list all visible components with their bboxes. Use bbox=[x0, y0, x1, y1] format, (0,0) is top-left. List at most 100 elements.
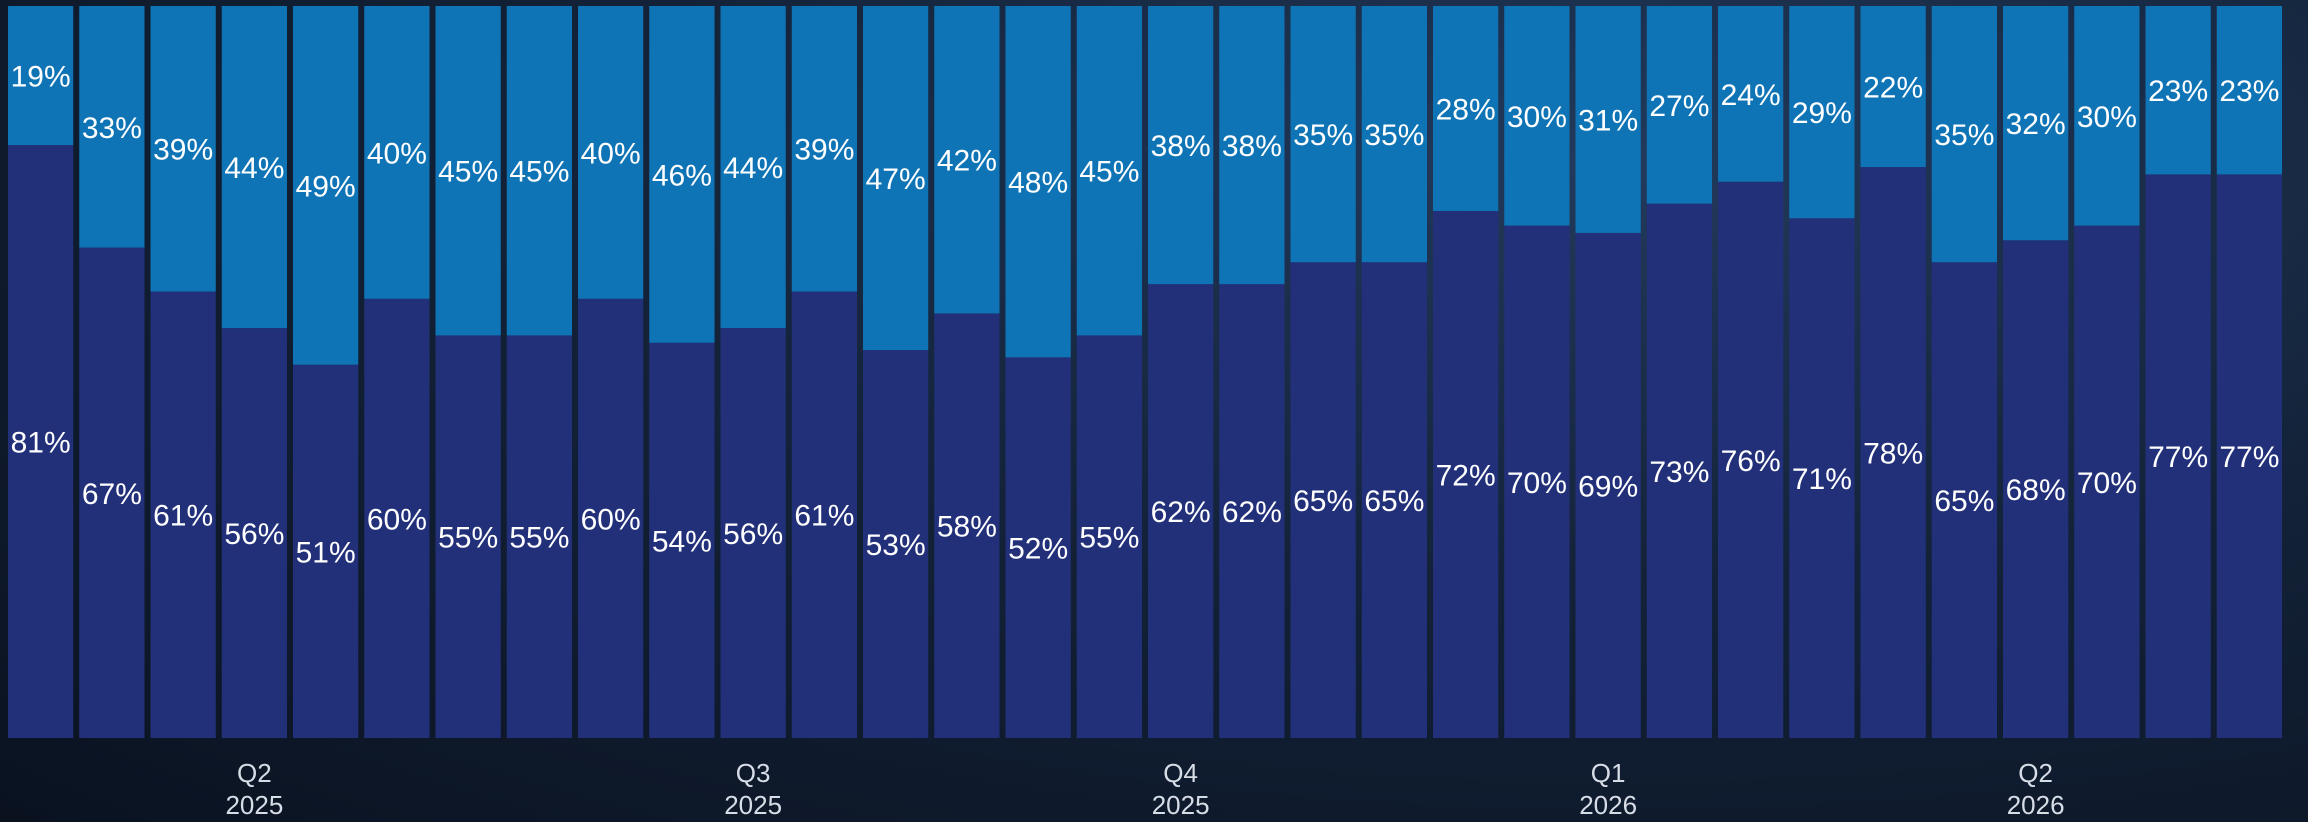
bar-group: 22% 78% bbox=[1860, 6, 1926, 739]
bar-segment-bottom bbox=[1433, 210, 1499, 738]
data-label-bottom: 65% bbox=[1293, 485, 1353, 518]
bar-segment-bottom bbox=[1005, 357, 1071, 738]
bar-segment-bottom bbox=[8, 145, 74, 738]
data-label-top: 39% bbox=[153, 134, 213, 167]
data-label-bottom: 53% bbox=[866, 529, 926, 562]
data-label-top: 30% bbox=[2077, 101, 2137, 134]
bar-segment-top bbox=[1219, 6, 1285, 285]
data-label-top: 38% bbox=[1222, 130, 1282, 163]
bar-segment-top bbox=[2003, 6, 2069, 241]
bar-group: 33% 67% bbox=[79, 6, 145, 738]
bar-group: 40% 60% bbox=[364, 6, 430, 738]
bar-segment-top bbox=[1789, 6, 1855, 219]
data-label-bottom: 61% bbox=[794, 500, 854, 533]
x-tick-quarter: Q2 bbox=[2018, 758, 2053, 788]
data-label-top: 40% bbox=[367, 137, 427, 170]
bar-group: 23% 77% bbox=[2216, 6, 2282, 739]
data-label-top: 35% bbox=[1293, 119, 1353, 152]
bar-segment-top bbox=[2145, 6, 2211, 175]
data-label-top: 49% bbox=[296, 170, 356, 203]
bar-segment-bottom bbox=[79, 247, 145, 738]
bar-group: 39% 61% bbox=[791, 6, 857, 738]
data-label-bottom: 69% bbox=[1578, 470, 1638, 503]
bar-segment-bottom bbox=[934, 313, 1000, 738]
data-label-top: 44% bbox=[224, 152, 284, 185]
bar-group: 29% 71% bbox=[1789, 6, 1855, 738]
data-label-bottom: 76% bbox=[1721, 445, 1781, 478]
bar-segment-top bbox=[150, 6, 216, 292]
data-label-bottom: 55% bbox=[509, 522, 569, 555]
bar-segment-top bbox=[1718, 6, 1784, 182]
data-label-top: 23% bbox=[2219, 75, 2279, 108]
data-label-bottom: 77% bbox=[2148, 441, 2208, 474]
bar-segment-top bbox=[720, 6, 786, 329]
data-label-bottom: 78% bbox=[1863, 438, 1923, 471]
bar-segment-bottom bbox=[1860, 167, 1926, 739]
data-label-top: 32% bbox=[2006, 108, 2066, 141]
bar-group: 45% 55% bbox=[435, 6, 501, 738]
data-label-bottom: 55% bbox=[1079, 522, 1139, 555]
bar-group: 44% 56% bbox=[221, 6, 287, 738]
data-label-bottom: 65% bbox=[1364, 485, 1424, 518]
bar-segment-bottom bbox=[364, 298, 430, 738]
bar-group: 45% 55% bbox=[1076, 6, 1142, 738]
data-label-bottom: 70% bbox=[1507, 467, 1567, 500]
x-tick-quarter: Q1 bbox=[1591, 758, 1626, 788]
bar-group: 40% 60% bbox=[578, 6, 644, 738]
bar-segment-top bbox=[934, 6, 1000, 314]
data-label-bottom: 55% bbox=[438, 522, 498, 555]
data-label-top: 42% bbox=[937, 145, 997, 178]
bar-group: 31% 69% bbox=[1575, 6, 1641, 739]
bar-segment-bottom bbox=[506, 335, 572, 738]
bar-segment-top bbox=[1931, 6, 1997, 263]
bar-group: 30% 70% bbox=[1504, 6, 1570, 739]
data-label-bottom: 62% bbox=[1222, 496, 1282, 529]
data-label-top: 22% bbox=[1863, 72, 1923, 105]
x-tick-year: 2026 bbox=[2007, 790, 2065, 820]
bar-segment-bottom bbox=[435, 335, 501, 738]
data-label-bottom: 61% bbox=[153, 500, 213, 533]
bar-segment-top bbox=[1575, 6, 1641, 233]
data-label-top: 46% bbox=[652, 159, 712, 192]
bar-segment-top bbox=[1005, 6, 1071, 358]
x-tick-quarter: Q3 bbox=[736, 758, 771, 788]
data-label-top: 30% bbox=[1507, 101, 1567, 134]
bar-segment-bottom bbox=[720, 328, 786, 738]
data-label-top: 35% bbox=[1364, 119, 1424, 152]
x-tick-year: 2026 bbox=[1579, 790, 1637, 820]
bar-segment-top bbox=[2216, 6, 2282, 175]
bar-segment-bottom bbox=[221, 328, 287, 738]
bar-segment-bottom bbox=[1718, 181, 1784, 738]
x-tick-year: 2025 bbox=[225, 790, 283, 820]
data-label-top: 48% bbox=[1008, 167, 1068, 200]
bar-segment-top bbox=[791, 6, 857, 292]
data-label-bottom: 81% bbox=[11, 427, 71, 460]
data-label-top: 24% bbox=[1721, 79, 1781, 112]
bar-segment-top bbox=[2074, 6, 2140, 226]
bar-segment-bottom bbox=[649, 342, 715, 738]
bar-segment-top bbox=[221, 6, 287, 329]
x-tick-quarter: Q4 bbox=[1163, 758, 1198, 788]
bar-group: 46% 54% bbox=[649, 6, 715, 738]
data-label-bottom: 72% bbox=[1436, 459, 1496, 492]
data-label-bottom: 70% bbox=[2077, 467, 2137, 500]
bar-segment-bottom bbox=[1219, 284, 1285, 738]
bar-group: 28% 72% bbox=[1433, 6, 1499, 738]
bar-segment-bottom bbox=[1504, 225, 1570, 739]
data-label-bottom: 71% bbox=[1792, 463, 1852, 496]
bar-segment-top bbox=[8, 6, 74, 146]
bar-segment-top bbox=[863, 6, 929, 351]
bar-group: 24% 76% bbox=[1718, 6, 1784, 738]
bar-segment-bottom bbox=[1575, 232, 1641, 739]
bar-group: 35% 65% bbox=[1290, 6, 1356, 738]
bar-group: 19% 81% bbox=[8, 6, 74, 738]
bar-segment-bottom bbox=[1789, 218, 1855, 738]
bar-segment-bottom bbox=[2003, 240, 2069, 739]
bar-group: 23% 77% bbox=[2145, 6, 2211, 739]
bar-group: 42% 58% bbox=[934, 6, 1000, 738]
data-label-bottom: 68% bbox=[2006, 474, 2066, 507]
data-label-top: 19% bbox=[11, 61, 71, 94]
data-label-top: 44% bbox=[723, 152, 783, 185]
